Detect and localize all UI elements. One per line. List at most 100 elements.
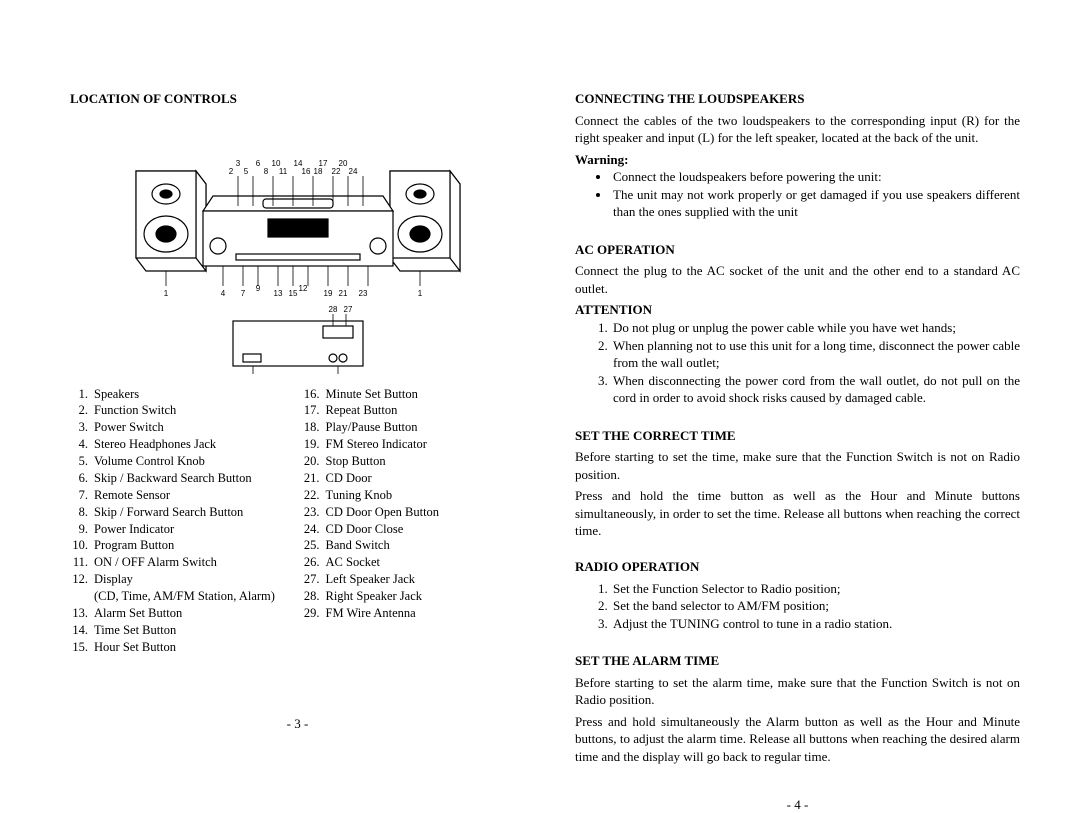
control-item: 5.Volume Control Knob xyxy=(70,453,294,470)
svg-text:21: 21 xyxy=(338,289,347,298)
control-item: 14.Time Set Button xyxy=(70,622,294,639)
control-number: 24. xyxy=(302,521,326,538)
control-number: 25. xyxy=(302,537,326,554)
heading-attention: ATTENTION xyxy=(575,301,1020,319)
page-number-left: - 3 - xyxy=(70,703,525,733)
list-item: The unit may not work properly or get da… xyxy=(611,186,1020,221)
heading-ac: AC OPERATION xyxy=(575,241,1020,259)
control-number: 4. xyxy=(70,436,94,453)
page-number-right: - 4 - xyxy=(575,784,1020,813)
control-item: 11.ON / OFF Alarm Switch xyxy=(70,554,294,571)
control-number: 11. xyxy=(70,554,94,571)
svg-text:18: 18 xyxy=(313,167,322,176)
control-label: Speakers xyxy=(94,386,294,403)
svg-text:12: 12 xyxy=(298,284,307,293)
control-label: Band Switch xyxy=(326,537,526,554)
control-number: 13. xyxy=(70,605,94,622)
control-label: Remote Sensor xyxy=(94,487,294,504)
control-item: 23.CD Door Open Button xyxy=(302,504,526,521)
control-label: Time Set Button xyxy=(94,622,294,639)
control-label: Power Switch xyxy=(94,419,294,436)
control-item: 16.Minute Set Button xyxy=(302,386,526,403)
list-item: Set the band selector to AM/FM position; xyxy=(611,597,1020,615)
svg-text:4: 4 xyxy=(220,289,225,298)
control-item: 29.FM Wire Antenna xyxy=(302,605,526,622)
control-item: (CD, Time, AM/FM Station, Alarm) xyxy=(70,588,294,605)
section-loudspeakers: CONNECTING THE LOUDSPEAKERS Connect the … xyxy=(575,90,1020,227)
control-number: 2. xyxy=(70,402,94,419)
control-item: 20.Stop Button xyxy=(302,453,526,470)
page-right: CONNECTING THE LOUDSPEAKERS Connect the … xyxy=(545,90,1030,733)
control-number: 9. xyxy=(70,521,94,538)
control-label: Play/Pause Button xyxy=(326,419,526,436)
controls-col-left: 1.Speakers2.Function Switch3.Power Switc… xyxy=(70,386,294,656)
svg-text:7: 7 xyxy=(240,289,245,298)
control-item: 18.Play/Pause Button xyxy=(302,419,526,436)
control-number: 16. xyxy=(302,386,326,403)
control-number: 3. xyxy=(70,419,94,436)
heading-set-time: SET THE CORRECT TIME xyxy=(575,427,1020,445)
control-item: 24.CD Door Close xyxy=(302,521,526,538)
control-number xyxy=(70,588,94,605)
control-item: 2.Function Switch xyxy=(70,402,294,419)
control-label: ON / OFF Alarm Switch xyxy=(94,554,294,571)
svg-text:26: 26 xyxy=(333,375,342,376)
list-item: When disconnecting the power cord from t… xyxy=(611,372,1020,407)
heading-alarm: SET THE ALARM TIME xyxy=(575,652,1020,670)
control-label: Repeat Button xyxy=(326,402,526,419)
control-number: 21. xyxy=(302,470,326,487)
para-alarm-1: Before starting to set the alarm time, m… xyxy=(575,674,1020,709)
control-item: 15.Hour Set Button xyxy=(70,639,294,656)
control-number: 15. xyxy=(70,639,94,656)
control-label: Alarm Set Button xyxy=(94,605,294,622)
control-item: 10.Program Button xyxy=(70,537,294,554)
svg-text:9: 9 xyxy=(255,284,260,293)
control-label: Hour Set Button xyxy=(94,639,294,656)
control-number: 1. xyxy=(70,386,94,403)
control-item: 1.Speakers xyxy=(70,386,294,403)
control-label: Left Speaker Jack xyxy=(326,571,526,588)
control-item: 12.Display xyxy=(70,571,294,588)
svg-text:3: 3 xyxy=(235,159,240,168)
control-item: 8.Skip / Forward Search Button xyxy=(70,504,294,521)
control-item: 25.Band Switch xyxy=(302,537,526,554)
control-item: 21.CD Door xyxy=(302,470,526,487)
list-item: When planning not to use this unit for a… xyxy=(611,337,1020,372)
control-number: 22. xyxy=(302,487,326,504)
radio-list: Set the Function Selector to Radio posit… xyxy=(611,580,1020,633)
control-label: Skip / Backward Search Button xyxy=(94,470,294,487)
control-label: Minute Set Button xyxy=(326,386,526,403)
control-label: AC Socket xyxy=(326,554,526,571)
control-item: 9.Power Indicator xyxy=(70,521,294,538)
svg-text:15: 15 xyxy=(288,289,297,298)
list-item: Adjust the TUNING control to tune in a r… xyxy=(611,615,1020,633)
control-number: 7. xyxy=(70,487,94,504)
section-alarm: SET THE ALARM TIME Before starting to se… xyxy=(575,652,1020,769)
section-radio: RADIO OPERATION Set the Function Selecto… xyxy=(575,558,1020,638)
para-alarm-2: Press and hold simultaneously the Alarm … xyxy=(575,713,1020,766)
svg-text:8: 8 xyxy=(263,167,268,176)
control-label: FM Wire Antenna xyxy=(326,605,526,622)
heading-loudspeakers: CONNECTING THE LOUDSPEAKERS xyxy=(575,90,1020,108)
list-item: Set the Function Selector to Radio posit… xyxy=(611,580,1020,598)
list-item: Do not plug or unplug the power cable wh… xyxy=(611,319,1020,337)
para-set-time-2: Press and hold the time button as well a… xyxy=(575,487,1020,540)
controls-list: 1.Speakers2.Function Switch3.Power Switc… xyxy=(70,386,525,656)
svg-text:5: 5 xyxy=(243,167,248,176)
para-set-time-1: Before starting to set the time, make su… xyxy=(575,448,1020,483)
control-item: 4.Stereo Headphones Jack xyxy=(70,436,294,453)
attention-list: Do not plug or unplug the power cable wh… xyxy=(611,319,1020,407)
control-label: Skip / Forward Search Button xyxy=(94,504,294,521)
control-label: FM Stereo Indicator xyxy=(326,436,526,453)
control-number: 29. xyxy=(302,605,326,622)
svg-text:16: 16 xyxy=(301,167,310,176)
control-label: Display xyxy=(94,571,294,588)
control-item: 17.Repeat Button xyxy=(302,402,526,419)
svg-text:11: 11 xyxy=(278,167,287,176)
svg-text:13: 13 xyxy=(273,289,282,298)
svg-text:1: 1 xyxy=(417,289,422,298)
controls-col-right: 16.Minute Set Button17.Repeat Button18.P… xyxy=(302,386,526,656)
control-number: 17. xyxy=(302,402,326,419)
svg-text:6: 6 xyxy=(255,159,260,168)
control-label: CD Door xyxy=(326,470,526,487)
